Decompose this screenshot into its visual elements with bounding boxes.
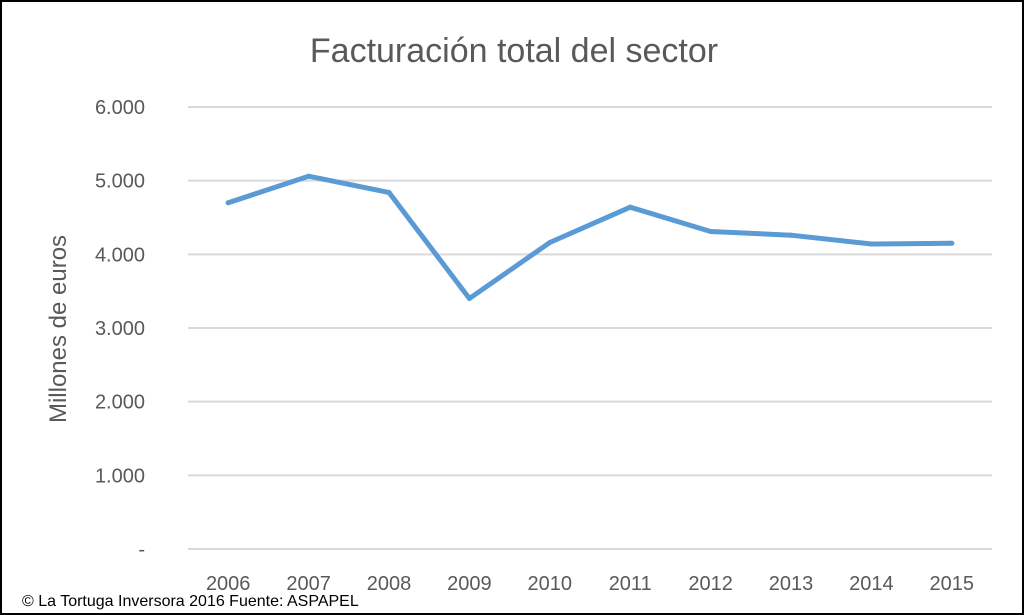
x-tick-label: 2009 — [447, 573, 492, 595]
y-tick-label: - — [138, 539, 145, 561]
series-line — [225, 173, 955, 301]
data-point — [949, 240, 955, 246]
data-point — [225, 200, 231, 206]
series-layer — [225, 173, 955, 302]
y-axis-ticks: - 1.000 2.000 3.000 4.000 5.000 6.000 — [95, 97, 145, 561]
data-point — [386, 189, 392, 195]
y-tick-label: 2.000 — [95, 392, 145, 414]
x-axis-ticks: 2006 2007 2008 2009 2010 2011 2012 2013 2014 2015 — [206, 573, 974, 595]
y-tick-label: 1.000 — [95, 465, 145, 487]
data-point — [627, 204, 633, 210]
y-axis-label: Millones de euros — [45, 235, 72, 423]
data-point — [466, 296, 472, 302]
x-tick-label: 2014 — [849, 573, 894, 595]
x-tick-label: 2006 — [206, 573, 251, 595]
x-tick-label: 2011 — [609, 573, 652, 595]
x-tick-label: 2012 — [688, 573, 733, 595]
data-point — [868, 241, 874, 247]
x-tick-label: 2007 — [286, 573, 331, 595]
x-tick-label: 2010 — [528, 573, 573, 595]
y-tick-label: 4.000 — [95, 244, 145, 266]
data-point — [547, 240, 553, 246]
x-tick-label: 2013 — [769, 573, 814, 595]
y-tick-label: 6.000 — [95, 97, 145, 119]
data-point — [708, 228, 714, 234]
gridlines — [188, 106, 992, 550]
chart-title: Facturación total del sector — [310, 32, 718, 70]
data-point — [306, 173, 312, 179]
x-tick-label: 2008 — [367, 573, 412, 595]
x-tick-label: 2015 — [930, 573, 975, 595]
footer-credit: © La Tortuga Inversora 2016 Fuente: ASPA… — [22, 593, 359, 610]
y-tick-label: 3.000 — [95, 318, 145, 340]
y-tick-label: 5.000 — [95, 171, 145, 193]
data-point — [788, 232, 794, 238]
